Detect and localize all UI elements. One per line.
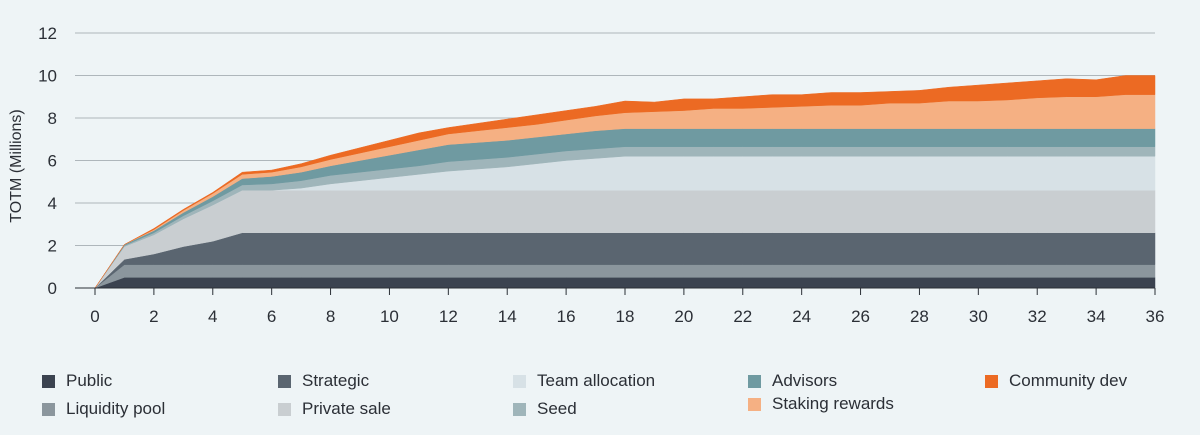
x-tick-label: 28 bbox=[910, 307, 929, 326]
y-tick-label: 12 bbox=[38, 24, 57, 43]
x-tick-label: 20 bbox=[674, 307, 693, 326]
area-series bbox=[94, 75, 1156, 289]
x-tick-label: 26 bbox=[851, 307, 870, 326]
x-tick-label: 10 bbox=[380, 307, 399, 326]
y-tick-label: 10 bbox=[38, 67, 57, 86]
area-public bbox=[94, 277, 1156, 289]
x-tick-label: 12 bbox=[439, 307, 458, 326]
x-tick-label: 34 bbox=[1087, 307, 1106, 326]
x-tick-label: 14 bbox=[498, 307, 517, 326]
x-tick-label: 16 bbox=[557, 307, 576, 326]
x-tick-label: 30 bbox=[969, 307, 988, 326]
x-tick-label: 36 bbox=[1146, 307, 1165, 326]
area-community-dev bbox=[94, 75, 1156, 289]
x-tick-label: 2 bbox=[149, 307, 158, 326]
x-tick-label: 8 bbox=[326, 307, 335, 326]
y-axis-ticks: 0 2 4 6 8 10 12 bbox=[38, 24, 57, 298]
x-tick-label: 18 bbox=[616, 307, 635, 326]
x-tick-label: 32 bbox=[1028, 307, 1047, 326]
x-tick-label: 4 bbox=[208, 307, 217, 326]
y-tick-label: 4 bbox=[48, 194, 57, 213]
x-axis-ticks: 0 2 4 6 8 10 12 14 16 18 20 22 24 26 28 30 32 34 36 bbox=[90, 288, 1164, 326]
y-tick-label: 8 bbox=[48, 109, 57, 128]
x-tick-label: 6 bbox=[267, 307, 276, 326]
x-tick-label: 22 bbox=[733, 307, 752, 326]
x-tick-label: 24 bbox=[792, 307, 811, 326]
y-tick-label: 0 bbox=[48, 279, 57, 298]
y-axis-title: TOTM (Millions) bbox=[8, 109, 25, 222]
y-tick-label: 6 bbox=[48, 152, 57, 171]
x-tick-label: 0 bbox=[90, 307, 99, 326]
y-tick-label: 2 bbox=[48, 237, 57, 256]
